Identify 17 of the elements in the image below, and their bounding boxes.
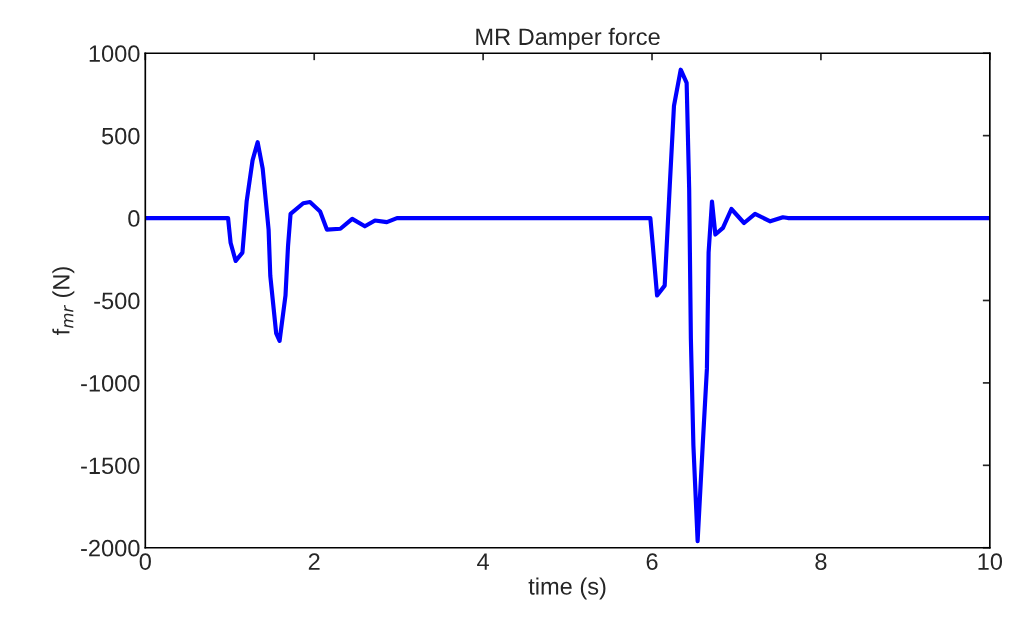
x-tick-label: 10: [978, 553, 1003, 570]
y-tick-label: 500: [101, 127, 140, 145]
y-tick-label: -1000: [81, 374, 140, 392]
y-tick-label: 0: [128, 210, 140, 227]
line-series: [145, 67, 990, 544]
chart-title: MR Damper force: [476, 27, 660, 50]
y-tick-label: -2000: [81, 539, 140, 557]
y-tick-label: -500: [94, 292, 140, 310]
x-tick-label: 2: [308, 553, 320, 570]
x-axis-title: time (s): [528, 577, 606, 600]
x-tick-label: 4: [477, 553, 489, 570]
y-tick-label: -1500: [81, 457, 140, 475]
x-tick-label: 6: [646, 553, 658, 570]
y-tick-label: 1000: [89, 45, 140, 62]
y-axis-title: f$_{mr}$ (N): [52, 267, 75, 336]
x-tick-label: 8: [815, 553, 827, 570]
x-tick-label: 0: [139, 553, 151, 570]
